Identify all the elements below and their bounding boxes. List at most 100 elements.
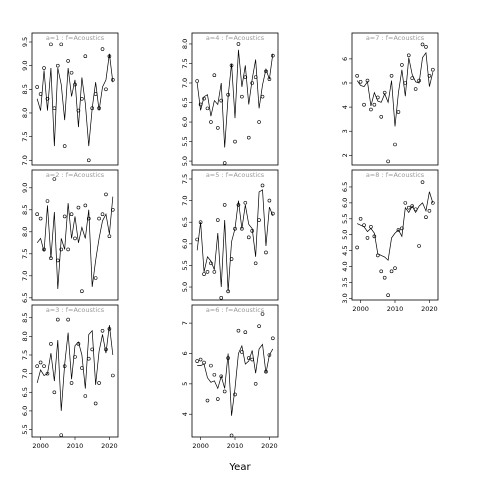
panel-4-observed-point xyxy=(226,92,230,97)
panel-3-observed-point xyxy=(76,342,81,346)
panel-7-observed-point xyxy=(420,42,425,47)
panel-2-y-tick-label: 6.5 xyxy=(21,293,29,303)
panel-1-observed-point xyxy=(80,96,84,101)
panel-6-observed-point xyxy=(219,374,224,379)
panel-3-observed-point xyxy=(104,347,108,352)
panel-4-fitted-line xyxy=(196,49,274,148)
panel-2-observed-point xyxy=(93,276,98,280)
panel-5-observed-point xyxy=(253,261,258,266)
panel-4-strip-label: a=4 : f=Acoustics xyxy=(206,34,265,42)
panel-5-frame xyxy=(191,169,279,301)
panel-5-y-tick-label: 6.5 xyxy=(181,217,189,227)
panel-1-observed-point xyxy=(97,106,101,111)
panel-1-observed-point xyxy=(73,82,77,87)
panel-5-observed-point xyxy=(198,220,203,225)
panel-3-x-tick-label: 2010 xyxy=(67,442,84,450)
panel-1-y-tick-label: 8.5 xyxy=(21,84,29,94)
panel-7-observed-point xyxy=(355,73,359,78)
panel-3-y-tick-label: 6.5 xyxy=(21,387,29,397)
panel-8-observed-point xyxy=(410,204,415,208)
panel-4-frame xyxy=(191,32,279,166)
panel-5-observed-point xyxy=(246,235,251,240)
panel-5-observed-point xyxy=(240,226,244,231)
panel-5-observed-point xyxy=(216,218,220,222)
panel-1-observed-point xyxy=(86,158,91,163)
panel-4-y-tick-label: 6.5 xyxy=(181,97,189,107)
panel-7-observed-point xyxy=(417,78,421,83)
panel-2-observed-point xyxy=(35,212,39,216)
panel-4-observed-point xyxy=(253,75,258,79)
panel-4-observed-point xyxy=(202,96,206,101)
panel-6-observed-point xyxy=(198,357,203,362)
panel-3-observed-point xyxy=(55,317,60,322)
panel-1-observed-point xyxy=(100,47,105,51)
panel-4-observed-point xyxy=(243,75,248,79)
panel-3-observed-point xyxy=(52,390,57,395)
panel-5-observed-point xyxy=(202,272,206,276)
panel-6-observed-point xyxy=(229,433,234,438)
panel-2-observed-point xyxy=(62,214,67,219)
panel-6-observed-point xyxy=(271,336,275,341)
panel-4-observed-point xyxy=(212,73,217,77)
panel-6-observed-point xyxy=(260,312,265,316)
panel-8-x-tick-label: 2020 xyxy=(421,305,438,313)
panel-5-observed-point xyxy=(219,296,224,300)
panel-2-y-tick-label: 7.5 xyxy=(21,249,29,259)
panel-4-observed-point xyxy=(229,63,234,68)
panel-4-observed-point xyxy=(250,81,254,85)
panel-4: a=4 : f=Acoustics 5.0 5.5 6.0 6.5 7.0 7.5 8.0 xyxy=(181,32,279,166)
panel-1-observed-point xyxy=(62,144,67,148)
panel-5-observed-point xyxy=(229,257,234,261)
panel-2-observed-point xyxy=(66,247,70,252)
panel-5-observed-point xyxy=(222,203,227,207)
panel-2: a=2 : f=Acoustics 6.5 7.0 7.5 8.0 8.5 9.0 xyxy=(21,169,119,309)
panel-5-observed-point xyxy=(205,270,210,274)
panel-1-observed-point xyxy=(107,54,112,58)
panel-8-observed-point xyxy=(403,201,408,205)
panel-5-strip-label: a=5 : f=Acoustics xyxy=(206,171,265,179)
panel-1-observed-point xyxy=(55,63,60,68)
panel-3-y-tick-label: 8.5 xyxy=(21,313,29,323)
panel-6-fitted-line xyxy=(197,343,274,416)
panel-8-y-tick-label: 6.5 xyxy=(341,182,349,192)
panel-4-observed-point xyxy=(198,102,203,107)
panel-2-observed-point xyxy=(111,208,115,212)
panel-8-y-tick-label: 6.0 xyxy=(341,198,349,208)
panel-1-observed-point xyxy=(83,54,88,58)
panel-3-observed-point xyxy=(86,356,91,361)
panel-6-y-tick-label: 4 xyxy=(181,412,189,416)
panel-5-observed-point xyxy=(226,289,230,294)
panel-8-y-tick-label: 4.0 xyxy=(341,261,349,271)
panel-6-x-tick-label: 2000 xyxy=(192,442,209,450)
panel-1-observed-point xyxy=(52,106,57,111)
panel-2-observed-point xyxy=(83,203,88,208)
panel-7-observed-point xyxy=(379,114,384,119)
panel-4-y-tick-label: 7.5 xyxy=(181,58,189,68)
panel-4-observed-point xyxy=(264,69,268,74)
panel-5-y-tick-label: 7.5 xyxy=(181,174,189,184)
panel-4-observed-point xyxy=(240,94,244,99)
panel-3-y-tick-label: 7.0 xyxy=(21,368,29,378)
panel-2-y-tick-label: 7.0 xyxy=(21,271,29,281)
panel-7-observed-point xyxy=(358,79,363,84)
panel-7-observed-point xyxy=(400,63,404,67)
panel-8-observed-point xyxy=(406,205,411,210)
panel-6-observed-point xyxy=(233,392,237,397)
panel-3-observed-point xyxy=(49,342,53,346)
panel-3-y-tick-label: 8.0 xyxy=(21,331,29,341)
panel-6-observed-point xyxy=(243,330,248,335)
panel-4-y-tick-label: 6.0 xyxy=(181,117,189,127)
panel-7-observed-point xyxy=(424,45,428,49)
panel-7-strip-label: a=7 : f=Acoustics xyxy=(366,34,425,42)
panel-2-frame xyxy=(31,169,119,301)
panel-4-observed-point xyxy=(195,79,199,83)
panel-7-y-tick-label: 5 xyxy=(341,81,349,85)
panel-7-y-tick-label: 2 xyxy=(341,153,349,157)
panel-6-observed-point xyxy=(267,353,272,357)
panel-3-observed-point xyxy=(73,355,77,359)
panel-1-y-tick-label: 7.0 xyxy=(21,155,29,165)
panel-3-y-tick-label: 7.5 xyxy=(21,350,29,360)
panel-8-observed-point xyxy=(431,201,435,205)
panel-8-y-tick-label: 5.5 xyxy=(341,214,349,224)
panel-8-observed-point xyxy=(420,180,425,184)
